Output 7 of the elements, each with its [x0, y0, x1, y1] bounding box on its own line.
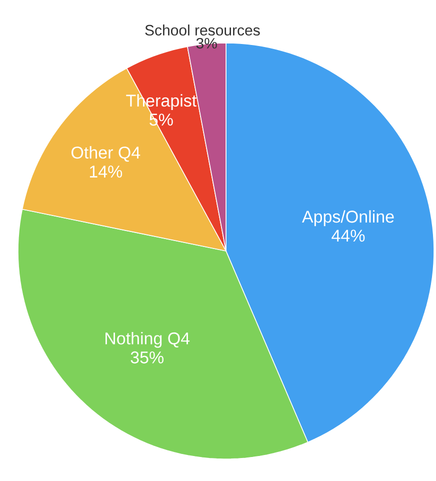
- data-label: 35%: [130, 351, 164, 364]
- slice-label: Apps/Online: [302, 210, 394, 226]
- data-label: 44%: [332, 230, 365, 242]
- data-label: 14%: [90, 166, 122, 178]
- slice-label: Other Q4: [72, 146, 140, 162]
- slice-label: Nothing Q4: [106, 332, 190, 348]
- slice-label: School resources: [145, 24, 260, 36]
